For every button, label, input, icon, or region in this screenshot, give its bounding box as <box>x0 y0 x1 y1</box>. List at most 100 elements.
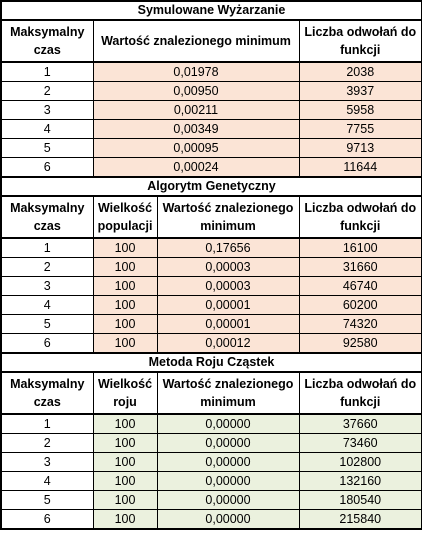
cell-calls: 74320 <box>298 314 422 334</box>
header-call-count: Liczba odwołań do funkcji <box>298 195 422 239</box>
cell-min: 0,00000 <box>156 471 300 491</box>
cell-time: 6 <box>0 509 94 530</box>
cell-time: 6 <box>0 157 94 178</box>
cell-size: 100 <box>92 333 158 354</box>
cell-calls: 215840 <box>298 509 422 530</box>
cell-time: 6 <box>0 333 94 354</box>
cell-min: 0,00000 <box>156 433 300 453</box>
cell-calls: 7755 <box>298 119 422 139</box>
table-row: 2 100 0,00000 73460 <box>0 433 422 453</box>
table-row: 6 100 0,00012 92580 <box>0 333 422 354</box>
cell-size: 100 <box>92 452 158 472</box>
cell-size: 100 <box>92 413 158 434</box>
cell-calls: 132160 <box>298 471 422 491</box>
cell-time: 4 <box>0 119 94 139</box>
section-title-sa: Symulowane Wyżarzanie <box>0 0 422 21</box>
cell-time: 3 <box>0 276 94 296</box>
cell-calls: 102800 <box>298 452 422 472</box>
cell-size: 100 <box>92 257 158 277</box>
cell-time: 2 <box>0 257 94 277</box>
table-row: 5 100 0,00000 180540 <box>0 490 422 510</box>
cell-time: 1 <box>0 61 94 82</box>
cell-min: 0,00000 <box>156 509 300 530</box>
cell-min: 0,00000 <box>156 490 300 510</box>
cell-calls: 46740 <box>298 276 422 296</box>
cell-calls: 92580 <box>298 333 422 354</box>
cell-time: 5 <box>0 314 94 334</box>
section-particle-swarm: Metoda Roju Cząstek Maksymalny czas Wiel… <box>0 352 422 530</box>
cell-time: 4 <box>0 295 94 315</box>
header-swarm-size: Wielkość roju <box>92 371 158 415</box>
cell-min: 0,01978 <box>92 61 300 82</box>
table-row: 4 100 0,00001 60200 <box>0 295 422 315</box>
table-row: 4 0,00349 7755 <box>0 119 422 139</box>
table-row: 3 100 0,00000 102800 <box>0 452 422 472</box>
table-row: 6 0,00024 11644 <box>0 157 422 178</box>
cell-min: 0,00349 <box>92 119 300 139</box>
cell-time: 2 <box>0 81 94 101</box>
cell-min: 0,00012 <box>156 333 300 354</box>
cell-time: 5 <box>0 138 94 158</box>
table-row: 6 100 0,00000 215840 <box>0 509 422 530</box>
table-row: 1 100 0,00000 37660 <box>0 413 422 434</box>
cell-time: 3 <box>0 100 94 120</box>
table-row: 2 0,00950 3937 <box>0 81 422 101</box>
table-row: 1 0,01978 2038 <box>0 61 422 82</box>
table-row: 5 0,00095 9713 <box>0 138 422 158</box>
section-simulated-annealing: Symulowane Wyżarzanie Maksymalny czas Wa… <box>0 0 422 178</box>
cell-size: 100 <box>92 237 158 258</box>
header-population-size: Wielkość populacji <box>92 195 158 239</box>
cell-min: 0,00211 <box>92 100 300 120</box>
header-min-value: Wartość znalezionego minimum <box>156 195 300 239</box>
cell-calls: 31660 <box>298 257 422 277</box>
header-max-time: Maksymalny czas <box>0 19 94 63</box>
cell-min: 0,00001 <box>156 295 300 315</box>
cell-min: 0,00024 <box>92 157 300 178</box>
cell-min: 0,00003 <box>156 276 300 296</box>
header-max-time: Maksymalny czas <box>0 195 94 239</box>
cell-calls: 37660 <box>298 413 422 434</box>
cell-size: 100 <box>92 509 158 530</box>
cell-size: 100 <box>92 276 158 296</box>
table-row: 4 100 0,00000 132160 <box>0 471 422 491</box>
section-title-ga: Algorytm Genetyczny <box>0 176 422 197</box>
cell-time: 2 <box>0 433 94 453</box>
table-row: 3 100 0,00003 46740 <box>0 276 422 296</box>
cell-size: 100 <box>92 314 158 334</box>
cell-min: 0,00095 <box>92 138 300 158</box>
header-call-count: Liczba odwołań do funkcji <box>298 371 422 415</box>
header-max-time: Maksymalny czas <box>0 371 94 415</box>
table-row: 3 0,00211 5958 <box>0 100 422 120</box>
table-row: 1 100 0,17656 16100 <box>0 237 422 258</box>
table-row: 5 100 0,00001 74320 <box>0 314 422 334</box>
cell-size: 100 <box>92 490 158 510</box>
cell-calls: 9713 <box>298 138 422 158</box>
cell-min: 0,17656 <box>156 237 300 258</box>
cell-calls: 180540 <box>298 490 422 510</box>
cell-min: 0,00000 <box>156 452 300 472</box>
cell-calls: 5958 <box>298 100 422 120</box>
cell-calls: 2038 <box>298 61 422 82</box>
section-title-pso: Metoda Roju Cząstek <box>0 352 422 373</box>
cell-size: 100 <box>92 295 158 315</box>
cell-calls: 16100 <box>298 237 422 258</box>
cell-time: 1 <box>0 413 94 434</box>
cell-min: 0,00001 <box>156 314 300 334</box>
header-min-value: Wartość znalezionego minimum <box>92 19 300 63</box>
cell-size: 100 <box>92 471 158 491</box>
cell-calls: 11644 <box>298 157 422 178</box>
cell-min: 0,00003 <box>156 257 300 277</box>
cell-calls: 3937 <box>298 81 422 101</box>
cell-size: 100 <box>92 433 158 453</box>
results-table: Symulowane Wyżarzanie Maksymalny czas Wa… <box>0 0 422 530</box>
section-genetic-algorithm: Algorytm Genetyczny Maksymalny czas Wiel… <box>0 176 422 354</box>
cell-min: 0,00000 <box>156 413 300 434</box>
cell-time: 1 <box>0 237 94 258</box>
header-min-value: Wartość znalezionego minimum <box>156 371 300 415</box>
cell-calls: 73460 <box>298 433 422 453</box>
cell-calls: 60200 <box>298 295 422 315</box>
cell-time: 4 <box>0 471 94 491</box>
table-row: 2 100 0,00003 31660 <box>0 257 422 277</box>
cell-time: 3 <box>0 452 94 472</box>
cell-time: 5 <box>0 490 94 510</box>
